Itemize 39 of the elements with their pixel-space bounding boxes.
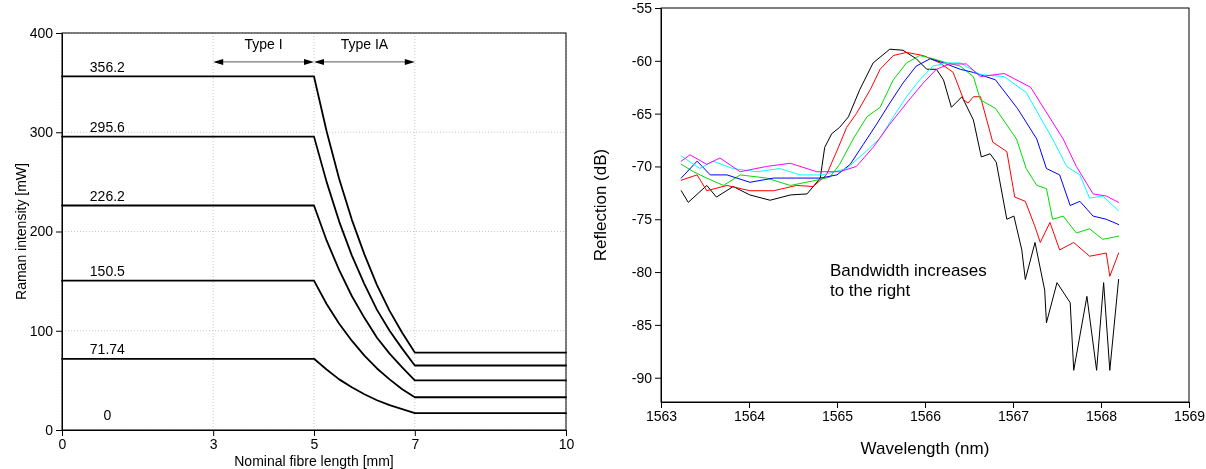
annotation: Bandwidth increases to the right (829, 260, 987, 301)
y-tick-label: -75 (631, 211, 653, 228)
line-series (680, 51, 1120, 277)
x-axis-title: Nominal fibre length [mm] (234, 453, 394, 469)
x-tick-label: 3 (209, 435, 218, 452)
y-tick-label: -65 (631, 105, 653, 122)
y-tick-label: -55 (631, 0, 653, 16)
y-tick-label: 200 (29, 223, 54, 240)
y-tick-label: -90 (631, 369, 653, 386)
y-tick-label: -85 (631, 316, 653, 333)
y-axis-title: Raman intensity [mW] (13, 163, 29, 300)
x-tick-label: 7 (411, 435, 420, 452)
annotation: Type IA (340, 35, 389, 52)
x-tick-label: 1567 (997, 407, 1030, 424)
x-tick-label: 5 (310, 435, 319, 452)
y-tick-label: 400 (29, 24, 54, 41)
y-tick-label: 0 (45, 421, 54, 438)
annotation: 226.2 (89, 187, 126, 204)
x-tick-label: 1568 (1085, 407, 1118, 424)
y-tick-label: 100 (29, 322, 54, 339)
annotation: Type I (244, 35, 283, 52)
x-tick-label: 1565 (821, 407, 854, 424)
annotation: 150.5 (89, 262, 126, 279)
x-tick-label: 1566 (909, 407, 942, 424)
x-tick-label: 1564 (733, 407, 766, 424)
y-tick-label: -60 (631, 52, 653, 69)
y-tick-label: -70 (631, 158, 653, 175)
y-tick-label: -80 (631, 264, 653, 281)
annotation: 71.74 (89, 340, 126, 357)
y-axis-title: Reflection (dB) (591, 148, 610, 262)
x-tick-label: 1563 (645, 407, 678, 424)
annotation: 295.6 (89, 119, 126, 136)
line-series (680, 48, 1120, 371)
x-tick-label: 10 (558, 435, 575, 452)
annotation: 356.2 (89, 58, 126, 75)
y-tick-label: 300 (29, 124, 54, 141)
x-axis-title: Wavelength (nm) (860, 439, 990, 458)
x-tick-label: 0 (58, 435, 67, 452)
x-tick-label: 1569 (1173, 407, 1206, 424)
